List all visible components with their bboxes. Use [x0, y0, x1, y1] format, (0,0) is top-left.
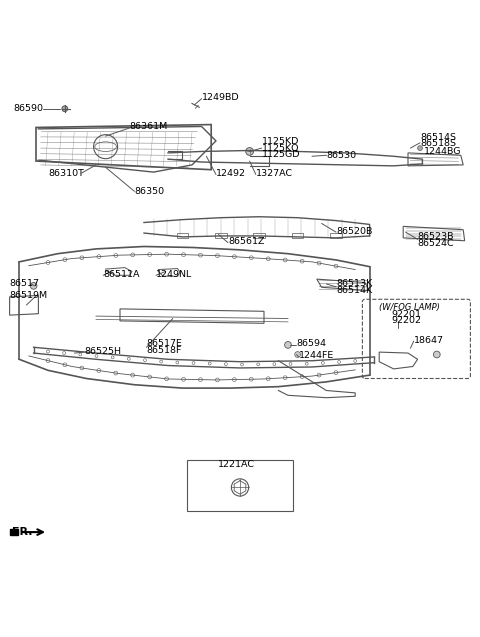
Circle shape — [285, 341, 291, 348]
Text: FR.: FR. — [12, 527, 33, 537]
Circle shape — [418, 146, 422, 150]
Text: 12492: 12492 — [216, 169, 246, 178]
Text: 86530: 86530 — [326, 151, 357, 160]
Text: 86590: 86590 — [13, 104, 43, 113]
Text: 86520B: 86520B — [336, 227, 372, 236]
Text: 86513K: 86513K — [336, 280, 372, 289]
Text: 1249BD: 1249BD — [202, 93, 239, 102]
Text: (W/FOG LAMP): (W/FOG LAMP) — [379, 303, 440, 312]
Circle shape — [62, 106, 68, 111]
Text: 1244FE: 1244FE — [299, 352, 334, 361]
Text: 86518F: 86518F — [146, 346, 182, 355]
Text: 86523B: 86523B — [418, 233, 454, 241]
Bar — [292, 233, 303, 238]
Text: 86518S: 86518S — [420, 139, 456, 148]
Circle shape — [30, 282, 37, 289]
Text: 1327AC: 1327AC — [256, 169, 293, 178]
Circle shape — [433, 351, 440, 358]
Text: 86517E: 86517E — [146, 340, 182, 348]
Text: 86361M: 86361M — [130, 122, 168, 131]
Text: 86519M: 86519M — [10, 292, 48, 301]
Text: 86561Z: 86561Z — [228, 237, 264, 246]
Text: 18647: 18647 — [414, 336, 444, 345]
Circle shape — [246, 148, 253, 155]
Text: 86517: 86517 — [10, 280, 39, 289]
Text: 86525H: 86525H — [84, 347, 121, 355]
Bar — [330, 233, 342, 238]
Text: 86514K: 86514K — [336, 285, 372, 295]
Bar — [10, 529, 18, 536]
Text: 86594: 86594 — [296, 340, 326, 348]
Text: 86350: 86350 — [134, 187, 165, 196]
Text: 1125KD: 1125KD — [262, 138, 299, 147]
Text: 1249NL: 1249NL — [156, 270, 192, 279]
Text: 1125KQ: 1125KQ — [262, 143, 299, 153]
Text: 1125GD: 1125GD — [262, 150, 300, 159]
Text: 86310T: 86310T — [48, 169, 84, 178]
Circle shape — [295, 352, 300, 357]
Text: 92202: 92202 — [391, 317, 421, 326]
Text: 1244BG: 1244BG — [424, 147, 461, 156]
Text: 92201: 92201 — [391, 310, 421, 319]
Text: 86514S: 86514S — [420, 132, 456, 141]
Bar — [253, 233, 265, 238]
Bar — [215, 233, 227, 238]
Text: 86524C: 86524C — [418, 239, 454, 248]
Text: 1221AC: 1221AC — [218, 461, 255, 469]
Bar — [177, 233, 188, 238]
Text: 86511A: 86511A — [103, 270, 140, 279]
